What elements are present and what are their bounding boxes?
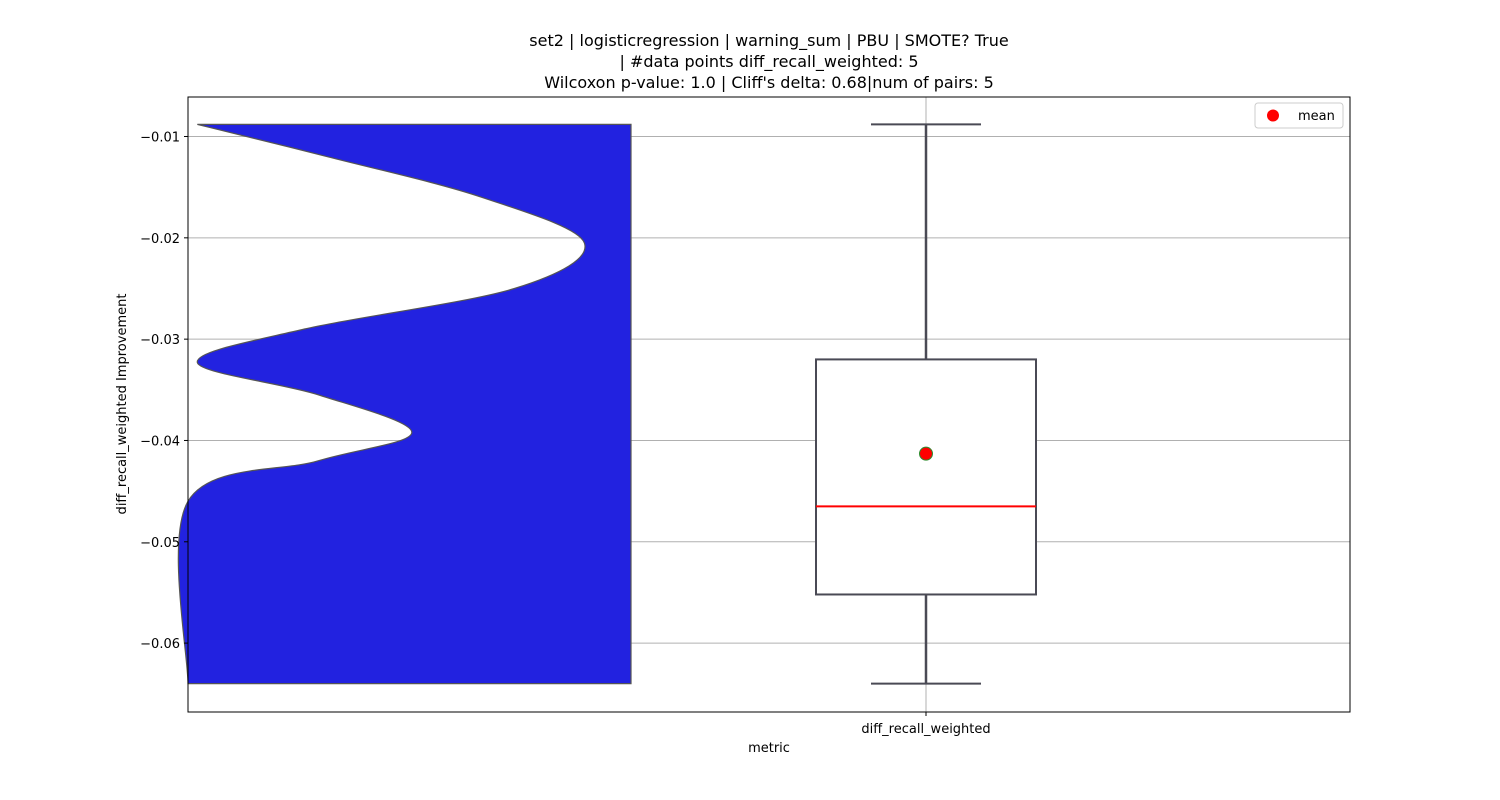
violin-body bbox=[177, 123, 632, 685]
legend-box bbox=[1254, 102, 1344, 129]
title-line-3: Wilcoxon p-value: 1.0 | Cliff's delta: 0… bbox=[544, 73, 994, 92]
mean-marker bbox=[919, 446, 933, 461]
y-axis-ticks: −0.01 −0.02 −0.03 −0.04 −0.05 −0.06 bbox=[140, 131, 188, 652]
plot-frame bbox=[187, 96, 1351, 713]
title-line-1: set2 | logisticregression | warning_sum … bbox=[529, 31, 1008, 51]
violin-layer bbox=[177, 123, 632, 685]
y-tick-label-5: −0.06 bbox=[140, 637, 180, 652]
y-tick-label-2: −0.03 bbox=[140, 333, 180, 348]
legend-label-0: mean bbox=[1298, 109, 1335, 124]
y-tick-label-1: −0.02 bbox=[140, 232, 180, 247]
chart-title: set2 | logisticregression | warning_sum … bbox=[529, 31, 1008, 92]
y-axis-label: diff_recall_weighted Improvement bbox=[115, 294, 130, 515]
x-axis-ticks: diff_recall_weighted bbox=[861, 712, 991, 737]
iqr-box bbox=[815, 358, 1037, 596]
legend: mean bbox=[1254, 102, 1344, 129]
x-tick-label-0: diff_recall_weighted bbox=[861, 722, 990, 737]
title-line-2: | #data points diff_recall_weighted: 5 bbox=[619, 52, 918, 72]
y-tick-label-3: −0.04 bbox=[140, 434, 180, 449]
y-tick-label-0: −0.01 bbox=[140, 131, 180, 146]
x-axis-label: metric bbox=[748, 741, 790, 756]
legend-marker-0 bbox=[1267, 109, 1279, 122]
y-tick-label-4: −0.05 bbox=[140, 536, 180, 551]
box-plot bbox=[815, 123, 1037, 685]
